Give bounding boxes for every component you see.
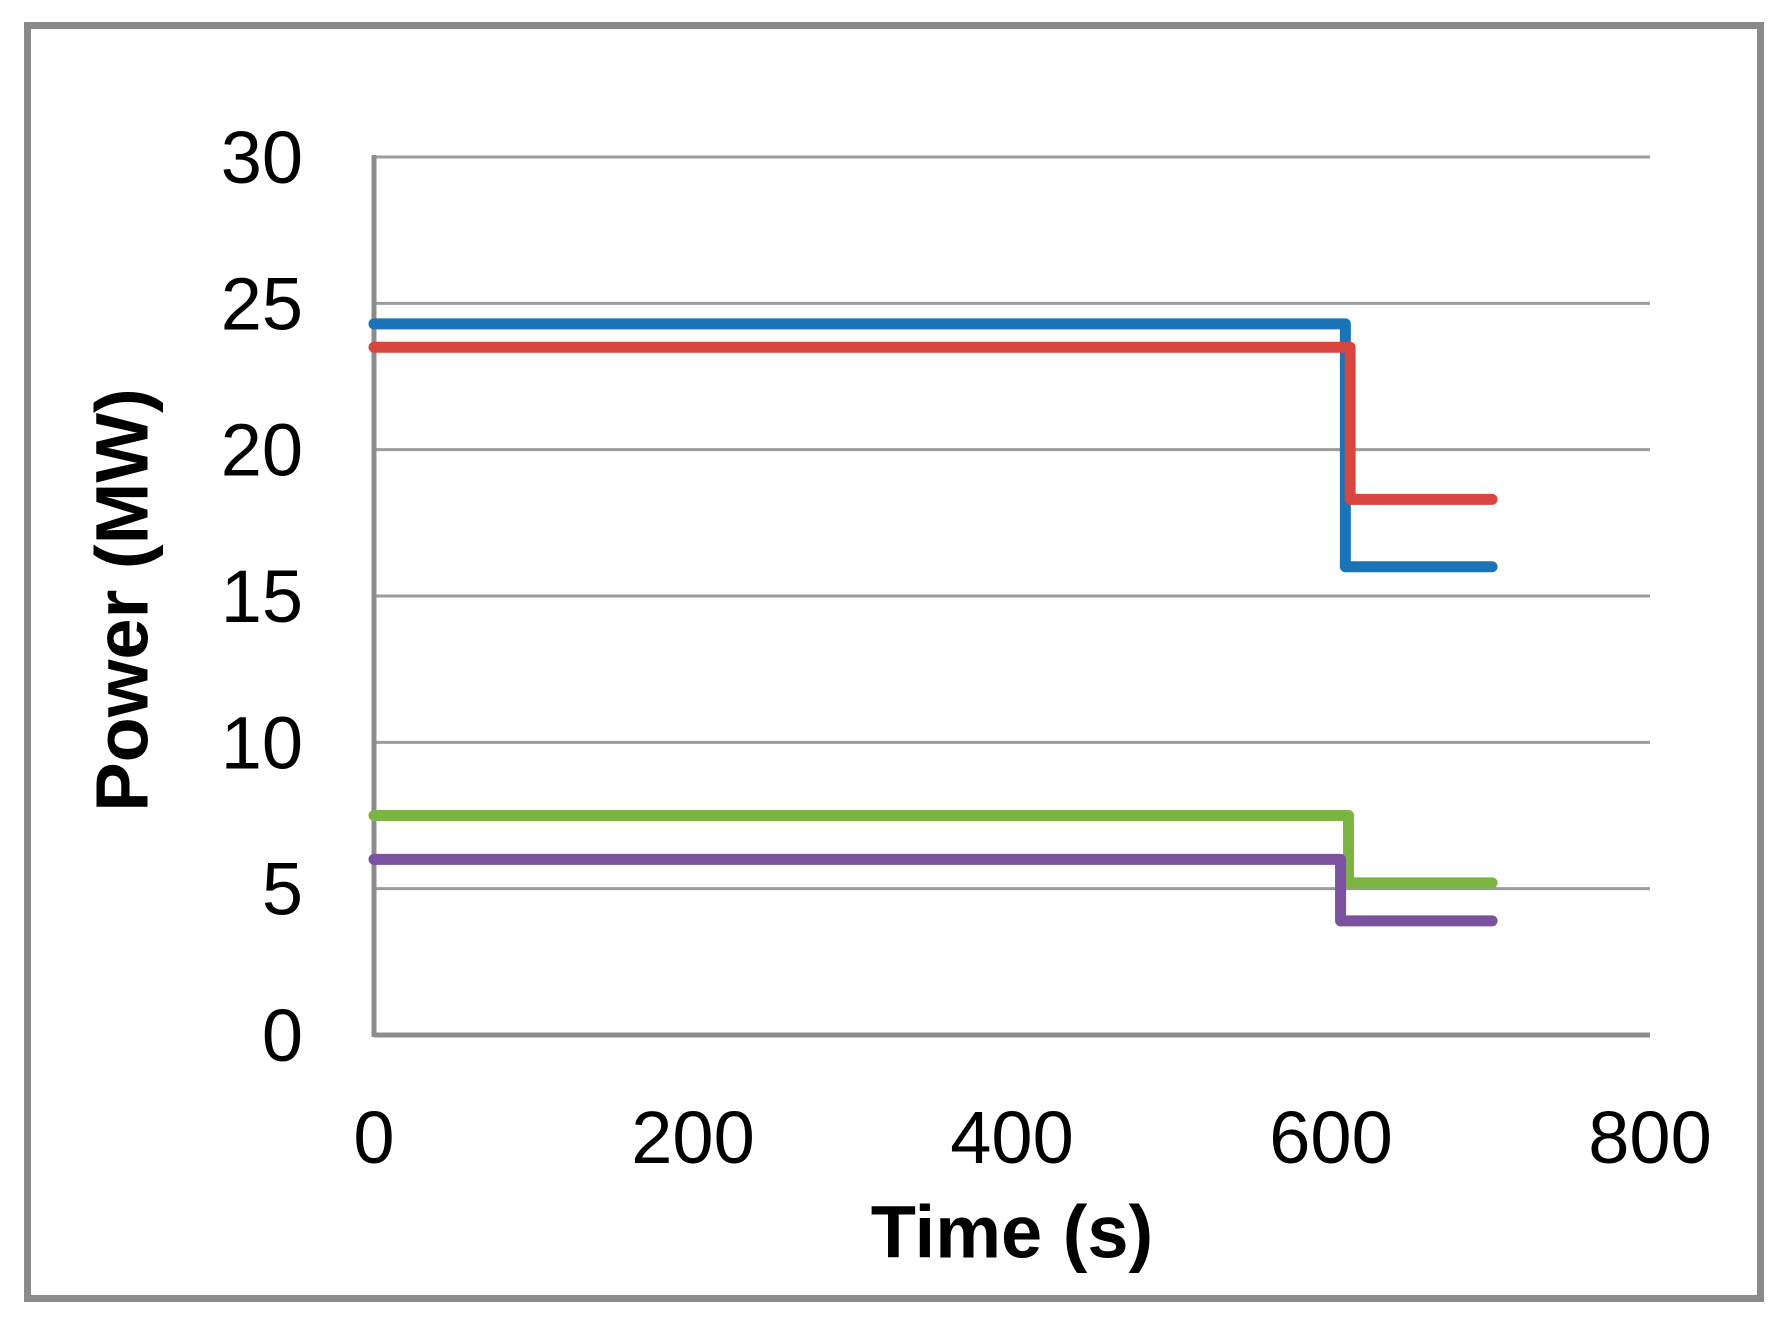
x-tick-label-800: 800 — [1588, 1096, 1711, 1179]
y-tick-label-30: 30 — [221, 116, 303, 199]
y-tick-label-0: 0 — [262, 994, 303, 1077]
green-series-line — [368, 810, 1498, 889]
figure-border — [24, 22, 1764, 1302]
y-tick-label-25: 25 — [221, 262, 303, 345]
purple-series-line — [368, 853, 1498, 927]
y-tick-label-5: 5 — [262, 848, 303, 931]
blue-series-line — [368, 318, 1498, 573]
y-tick-label-10: 10 — [221, 701, 303, 784]
y-axis-title: Power (MW) — [80, 388, 164, 812]
x-tick-label-400: 400 — [950, 1096, 1073, 1179]
x-tick-label-0: 0 — [353, 1096, 394, 1179]
y-tick-label-15: 15 — [221, 555, 303, 638]
red-series-line — [368, 341, 1498, 505]
x-tick-label-600: 600 — [1269, 1096, 1392, 1179]
x-tick-label-200: 200 — [631, 1096, 754, 1179]
y-tick-label-20: 20 — [221, 409, 303, 492]
x-axis-title: Time (s) — [870, 1190, 1154, 1274]
